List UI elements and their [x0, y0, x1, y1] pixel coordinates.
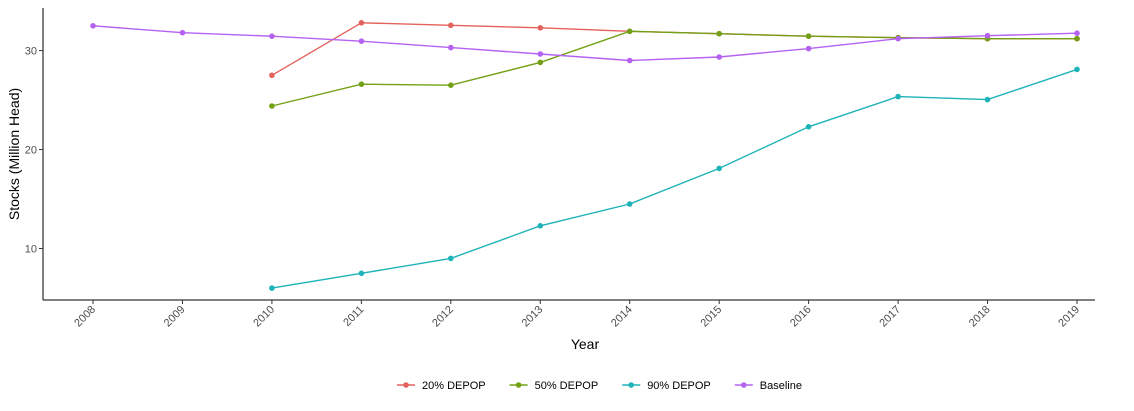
data-point-baseline	[805, 45, 812, 52]
data-point-90-depop	[1074, 66, 1080, 73]
data-point-50-depop	[1074, 35, 1080, 42]
series-line-baseline	[92, 25, 1078, 62]
data-point-90-depop	[895, 93, 901, 100]
legend-item-20-depop: 20% DEPOP	[397, 380, 486, 392]
data-point-90-depop	[358, 270, 365, 277]
y-axis-ticks: 10 20 30	[25, 46, 43, 256]
data-point-baseline	[895, 35, 901, 42]
data-point-90-depop	[984, 96, 991, 103]
data-point-baseline	[1074, 30, 1080, 36]
data-point-baseline	[179, 29, 186, 36]
data-point-baseline	[269, 33, 275, 39]
data-point-50-depop	[716, 30, 722, 37]
series-line-50-depop	[271, 30, 1077, 107]
legend-item-90-depop: 90% DEPOP	[622, 380, 711, 392]
data-point-90-depop	[805, 124, 812, 130]
data-point-baseline	[537, 51, 544, 57]
data-point-baseline	[716, 54, 722, 60]
legend-item-baseline: Baseline	[734, 380, 802, 392]
legend-label: 90% DEPOP	[647, 380, 711, 392]
legend-item-50-depop: 50% DEPOP	[509, 380, 599, 392]
data-point-baseline	[90, 23, 96, 29]
data-point-90-depop	[537, 223, 544, 229]
legend-label: 50% DEPOP	[535, 380, 599, 392]
legend-key-point	[628, 382, 634, 388]
x-tick-label: 2017	[877, 304, 903, 330]
x-tick-label: 2014	[609, 304, 635, 330]
data-point-baseline	[448, 44, 454, 51]
x-tick-label: 2012	[430, 304, 456, 330]
x-tick-label: 2010	[251, 304, 277, 330]
legend: 20% DEPOP 50% DEPOP 90% DEPOP Baseline	[397, 380, 802, 392]
series-line-90-depop	[271, 68, 1078, 289]
x-tick-label: 2016	[788, 304, 814, 330]
legend-key-point	[515, 382, 522, 388]
data-point-90-depop	[269, 285, 275, 291]
x-tick-label: 2015	[699, 304, 725, 330]
data-point-baseline	[626, 57, 633, 64]
data-point-50-depop	[805, 33, 812, 39]
data-point-90-depop	[626, 201, 633, 207]
x-tick-label: 2018	[967, 304, 993, 330]
legend-label: Baseline	[760, 380, 802, 392]
data-point-90-depop	[716, 165, 722, 172]
y-tick-label: 20	[25, 145, 37, 157]
data-point-90-depop	[448, 255, 454, 262]
legend-key-point	[740, 382, 747, 388]
data-point-20-depop	[269, 72, 275, 79]
data-point-20-depop	[448, 22, 454, 29]
data-point-20-depop	[537, 25, 544, 31]
data-point-50-depop	[358, 81, 365, 87]
data-point-20-depop	[358, 20, 365, 26]
legend-key-point	[403, 382, 409, 388]
y-tick-label: 10	[25, 244, 37, 256]
x-tick-label: 2008	[72, 304, 98, 330]
data-point-50-depop	[537, 59, 544, 66]
x-tick-label: 2019	[1056, 304, 1082, 330]
series-line-20-depop	[271, 22, 1077, 76]
x-axis-title: Year	[571, 336, 600, 352]
data-point-baseline	[358, 38, 365, 44]
plot-area	[90, 20, 1080, 291]
data-point-50-depop	[269, 103, 275, 109]
data-point-baseline	[984, 32, 991, 39]
x-tick-label: 2013	[520, 304, 546, 330]
y-tick-label: 30	[25, 46, 37, 58]
x-tick-label: 2011	[341, 304, 366, 329]
y-axis-title: Stocks (Million Head)	[6, 88, 22, 220]
data-point-50-depop	[626, 28, 633, 35]
x-axis-ticks: 2008 2009 2010 2011 2012 2013 2014 2015 2016 2017…	[72, 300, 1082, 329]
legend-label: 20% DEPOP	[422, 380, 486, 392]
data-point-50-depop	[448, 82, 454, 88]
x-tick-label: 2009	[162, 304, 188, 330]
